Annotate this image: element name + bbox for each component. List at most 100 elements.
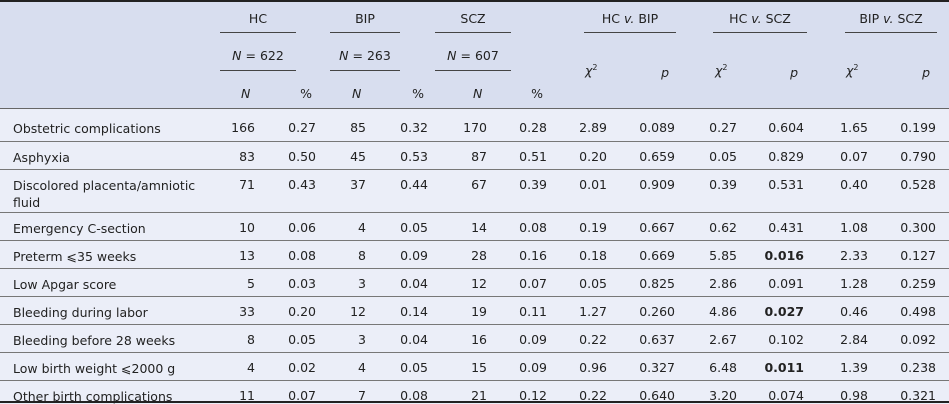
table-cell: 15 <box>471 360 487 375</box>
comparison-header-rule <box>584 32 676 33</box>
table-cell: 3.20 <box>709 388 737 403</box>
sample-size-symbol: N <box>339 48 349 63</box>
group-size-rule <box>220 70 296 71</box>
table-cell: 0.44 <box>400 177 428 192</box>
table-cell: 21 <box>471 388 487 403</box>
table-cell: 0.321 <box>900 388 936 403</box>
table-cell: 0.27 <box>709 120 737 135</box>
table-cell: 0.22 <box>579 388 607 403</box>
group-sample-size: N = 263 <box>339 48 391 63</box>
table-cell: 0.016 <box>764 248 804 263</box>
table-row: Asphyxia 83 0.50 45 0.53 87 0.51 0.20 0.659 0.05 0… <box>0 142 949 170</box>
comparison-header: HC v. SCZ <box>729 11 791 26</box>
row-label: Low birth weight ⩽2000 g <box>13 361 176 376</box>
table-cell: 1.27 <box>579 304 607 319</box>
table-cell: 1.08 <box>840 220 868 235</box>
table-cell: 13 <box>239 248 255 263</box>
column-header-pct: % <box>531 86 543 101</box>
table-cell: 0.238 <box>900 360 936 375</box>
group-header-rule <box>435 32 511 33</box>
table-cell: 0.531 <box>768 177 804 192</box>
table-cell: 0.16 <box>519 248 547 263</box>
column-header-pct: % <box>300 86 312 101</box>
table-cell: 0.659 <box>639 149 675 164</box>
table-cell: 7 <box>358 388 366 403</box>
table-cell: 0.50 <box>288 149 316 164</box>
table-cell: 0.089 <box>639 120 675 135</box>
table-cell: 2.84 <box>840 332 868 347</box>
table-cell: 0.011 <box>764 360 804 375</box>
table-cell: 0.790 <box>900 149 936 164</box>
comparison-header: HC v. BIP <box>602 11 658 26</box>
table-cell: 0.091 <box>768 276 804 291</box>
table-cell: 0.09 <box>519 332 547 347</box>
column-header-p: p <box>922 65 930 80</box>
table-cell: 0.829 <box>768 149 804 164</box>
group-sample-size: N = 622 <box>232 48 284 63</box>
column-header-n: N <box>352 86 362 101</box>
row-label: Bleeding before 28 weeks <box>13 333 176 348</box>
table-cell: 0.327 <box>639 360 675 375</box>
comparison-versus: v. <box>751 11 762 26</box>
table-cell: 85 <box>350 120 366 135</box>
table-cell: 0.07 <box>288 388 316 403</box>
table-cell: 0.498 <box>900 304 936 319</box>
table-cell: 0.19 <box>579 220 607 235</box>
table-row: Obstetric complications 166 0.27 85 0.32 170 0… <box>0 109 949 142</box>
table-cell: 0.102 <box>768 332 804 347</box>
group-header: SCZ <box>460 11 486 26</box>
table-cell: 0.39 <box>519 177 547 192</box>
table-cell: 4.86 <box>709 304 737 319</box>
chi-superscript: 2 <box>592 63 598 72</box>
chi-symbol: χ <box>715 63 723 79</box>
comparison-group-b: BIP <box>634 11 659 26</box>
comparison-header-rule <box>713 32 807 33</box>
table-cell: 12 <box>471 276 487 291</box>
group-header-rule <box>330 32 400 33</box>
table-cell: 0.027 <box>764 304 804 319</box>
table-cell: 0.431 <box>768 220 804 235</box>
group-size-rule <box>435 70 511 71</box>
table-cell: 71 <box>239 177 255 192</box>
table-cell: 0.05 <box>579 276 607 291</box>
table-cell: 0.06 <box>288 220 316 235</box>
comparison-header-rule <box>845 32 937 33</box>
comparison-group-b: SCZ <box>761 11 791 26</box>
table-cell: 37 <box>350 177 366 192</box>
row-label: Bleeding during labor <box>13 305 148 320</box>
table-row: Low Apgar score 5 0.03 3 0.04 12 0.07 0.05 0.825… <box>0 269 949 297</box>
table-cell: 2.33 <box>840 248 868 263</box>
table-cell: 83 <box>239 149 255 164</box>
table-cell: 0.199 <box>900 120 936 135</box>
column-header-p: p <box>790 65 798 80</box>
table-cell: 14 <box>471 220 487 235</box>
row-label: Emergency C-section <box>13 221 146 236</box>
table-header: HC N = 622 N% BIP N = 263 N% SCZ N = 607 N% HC v.… <box>0 2 949 109</box>
table-cell: 0.11 <box>519 304 547 319</box>
table-cell: 28 <box>471 248 487 263</box>
sample-size-value: = 622 <box>241 48 284 63</box>
table-cell: 1.39 <box>840 360 868 375</box>
table-cell: 0.40 <box>840 177 868 192</box>
table-cell: 0.53 <box>400 149 428 164</box>
table-cell: 6.48 <box>709 360 737 375</box>
table-cell: 0.98 <box>840 388 868 403</box>
table-cell: 0.092 <box>900 332 936 347</box>
table-cell: 0.127 <box>900 248 936 263</box>
table-cell: 2.86 <box>709 276 737 291</box>
table-row: Other birth complications 11 0.07 7 0.08 21 0.… <box>0 381 949 404</box>
table-cell: 0.46 <box>840 304 868 319</box>
table-row: Low birth weight ⩽2000 g 4 0.02 4 0.05 15 0.09… <box>0 353 949 381</box>
sample-size-value: = 607 <box>456 48 499 63</box>
comparison-header: BIP v. SCZ <box>859 11 922 26</box>
table-cell: 1.28 <box>840 276 868 291</box>
row-label: Asphyxia <box>13 150 70 165</box>
table-cell: 0.08 <box>519 220 547 235</box>
table-cell: 0.08 <box>400 388 428 403</box>
column-header-chi-square: χ2 <box>846 63 859 78</box>
table-cell: 16 <box>471 332 487 347</box>
column-header-chi-square: χ2 <box>585 63 598 78</box>
table-cell: 0.669 <box>639 248 675 263</box>
table-cell: 0.02 <box>288 360 316 375</box>
